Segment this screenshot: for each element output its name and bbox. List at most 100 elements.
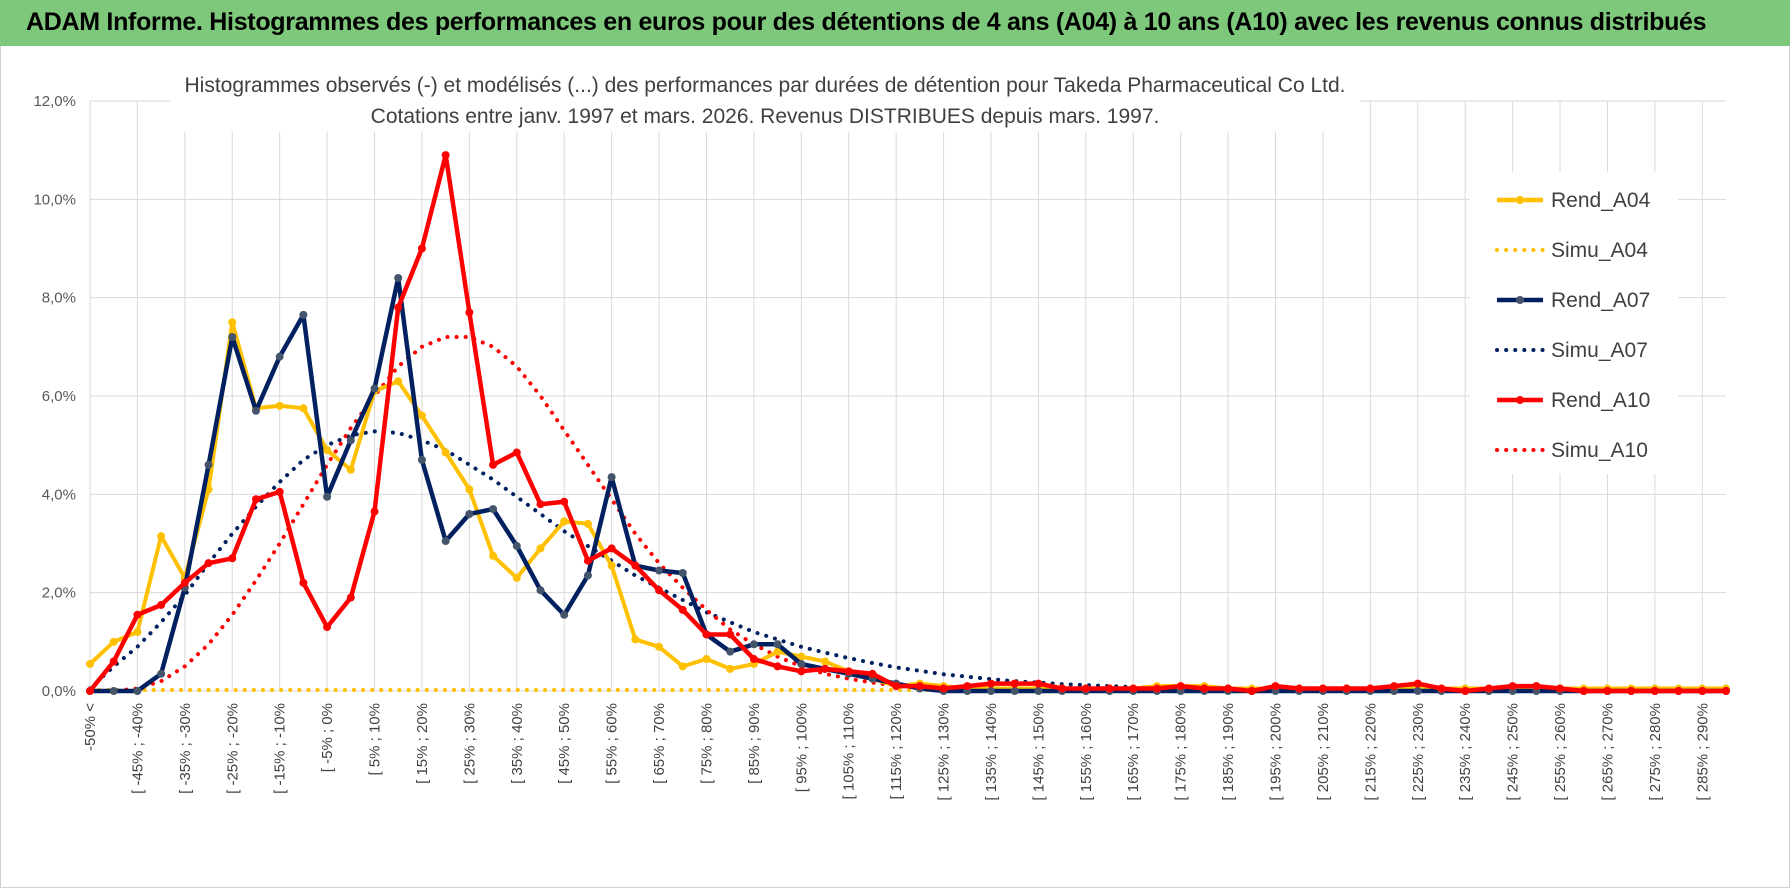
y-tick-label: 4,0%	[42, 486, 76, 503]
data-point	[536, 500, 545, 509]
data-point	[868, 669, 877, 678]
x-tick-label: [ 255% ; 260%	[1552, 703, 1569, 801]
legend: Rend_A04 Simu_A04 Rend_A07 Simu_A07 Rend_A10…	[1470, 172, 1678, 474]
x-tick-label: [ 215% ; 220%	[1362, 703, 1379, 801]
chart-title-background	[170, 66, 1360, 132]
data-point	[797, 659, 806, 668]
data-point	[1650, 687, 1659, 695]
data-point	[465, 485, 474, 494]
data-point	[1627, 687, 1636, 695]
legend-label: Simu_A10	[1551, 439, 1648, 462]
data-point	[1437, 684, 1446, 693]
data-point	[489, 505, 498, 514]
y-tick-label: 2,0%	[42, 585, 76, 602]
x-tick-label: [ 25% ; 30%	[461, 703, 478, 784]
series-layer	[86, 151, 1730, 695]
chart-title: Histogrammes observés (-) et modélisés (…	[185, 74, 1346, 97]
data-point	[228, 318, 237, 327]
data-point	[133, 610, 142, 619]
data-point	[275, 487, 284, 496]
x-tick-label: [ 205% ; 210%	[1315, 703, 1332, 801]
data-point	[1224, 684, 1233, 693]
data-point	[1271, 682, 1280, 691]
data-point	[157, 532, 166, 541]
data-point	[394, 303, 403, 312]
data-point	[797, 652, 806, 661]
data-point	[1366, 684, 1375, 693]
legend-label: Rend_A04	[1551, 189, 1651, 212]
y-tick-label: 12,0%	[33, 93, 76, 110]
data-point	[417, 244, 426, 253]
data-point	[299, 578, 308, 587]
data-point	[536, 544, 545, 553]
data-point	[560, 610, 569, 619]
data-point	[536, 586, 545, 595]
x-tick-label: [ 115% ; 120%	[888, 703, 905, 799]
legend-item-rend_a04: Rend_A04	[1497, 189, 1651, 212]
data-point	[749, 640, 758, 649]
data-point	[702, 655, 711, 664]
data-point	[86, 659, 94, 668]
data-point	[133, 628, 142, 636]
data-point	[1674, 687, 1683, 695]
data-point	[465, 308, 474, 317]
data-point	[607, 473, 616, 482]
legend-marker	[1516, 296, 1524, 304]
data-point	[1200, 684, 1209, 693]
data-point	[275, 401, 284, 410]
data-point	[417, 455, 426, 464]
data-point	[678, 569, 687, 577]
data-point	[607, 561, 616, 570]
x-tick-label: [ 95% ; 100%	[793, 703, 810, 792]
x-tick-label: [ 15% ; 20%	[414, 703, 431, 784]
data-point	[441, 537, 450, 546]
report-header: ADAM Informe. Histogrammes des performan…	[0, 0, 1790, 46]
data-point	[346, 436, 355, 445]
data-point	[346, 465, 355, 474]
x-tick-label: [ -25% ; -20%	[224, 703, 241, 794]
data-point	[1318, 684, 1327, 693]
data-point	[607, 544, 616, 553]
data-point	[986, 687, 995, 695]
x-tick-label: [ 175% ; 180%	[1173, 703, 1190, 801]
data-point	[417, 411, 426, 420]
data-point	[583, 571, 592, 580]
data-point	[892, 682, 901, 691]
data-point	[109, 637, 118, 646]
data-point	[821, 664, 830, 673]
data-point	[299, 310, 308, 319]
data-point	[370, 507, 379, 516]
x-tick-label: [ 245% ; 250%	[1505, 703, 1522, 801]
data-point	[133, 687, 142, 695]
x-tick-label: -50% <	[82, 703, 99, 751]
data-point	[773, 662, 782, 671]
data-point	[228, 333, 237, 341]
legend-item-simu_a04: Simu_A04	[1495, 239, 1648, 262]
y-tick-label: 8,0%	[42, 290, 76, 307]
data-point	[251, 495, 260, 504]
chart-subtitle: Cotations entre janv. 1997 et mars. 2026…	[371, 105, 1160, 128]
data-point	[86, 687, 94, 695]
data-point	[1342, 684, 1351, 693]
data-point	[986, 679, 995, 688]
legend-item-rend_a07: Rend_A07	[1497, 289, 1650, 312]
data-point	[299, 404, 308, 413]
data-point	[560, 517, 569, 526]
x-tick-label: [ 285% ; 290%	[1694, 703, 1711, 801]
data-point	[1532, 682, 1541, 691]
x-tick-label: [ 5% ; 10%	[367, 703, 384, 776]
data-point	[180, 578, 189, 587]
x-tick-label: [ 65% ; 70%	[651, 703, 668, 784]
legend-background	[1470, 172, 1678, 474]
data-point	[726, 647, 735, 656]
data-point	[394, 377, 403, 386]
data-point	[915, 682, 924, 691]
data-point	[939, 684, 948, 693]
legend-label: Simu_A04	[1551, 239, 1648, 262]
data-point	[631, 561, 640, 570]
data-point	[1247, 687, 1256, 695]
chart-title-group: Histogrammes observés (-) et modélisés (…	[170, 66, 1360, 132]
data-point	[1461, 687, 1470, 695]
data-point	[631, 635, 640, 644]
